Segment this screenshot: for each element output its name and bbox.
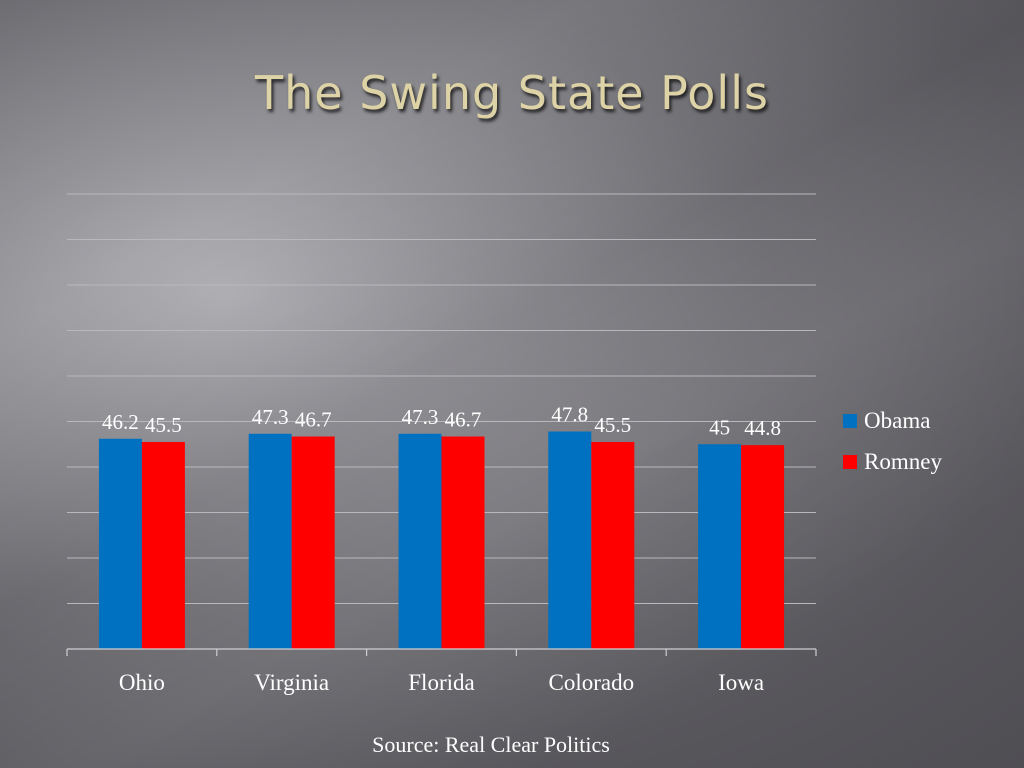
bar-obama-virginia bbox=[248, 433, 292, 649]
x-tick-label: Florida bbox=[408, 670, 474, 695]
data-label: 45 bbox=[709, 415, 730, 439]
slide-title: The Swing State Polls bbox=[255, 66, 769, 120]
data-label: 46.7 bbox=[445, 408, 482, 432]
bar-romney-virginia bbox=[291, 436, 335, 649]
data-label: 45.5 bbox=[594, 413, 631, 437]
legend-label-obama: Obama bbox=[864, 408, 930, 433]
legend-label-romney: Romney bbox=[864, 449, 942, 474]
data-label: 45.5 bbox=[145, 413, 182, 437]
bar-romney-iowa bbox=[741, 445, 785, 649]
bar-romney-colorado bbox=[591, 441, 635, 649]
data-label: 47.3 bbox=[402, 405, 439, 429]
source-note: Source: Real Clear Politics bbox=[372, 732, 610, 757]
data-label: 46.7 bbox=[295, 408, 332, 432]
legend: Obama Romney bbox=[843, 408, 942, 474]
data-label: 47.3 bbox=[252, 405, 289, 429]
bar-romney-ohio bbox=[141, 441, 185, 649]
data-label: 47.8 bbox=[551, 403, 588, 427]
data-label: 46.2 bbox=[102, 410, 139, 434]
bar-obama-colorado bbox=[548, 431, 592, 649]
bar-obama-florida bbox=[398, 433, 442, 649]
x-tick-label: Virginia bbox=[254, 670, 329, 695]
bar-obama-ohio bbox=[98, 438, 142, 649]
x-tick-label: Ohio bbox=[119, 670, 165, 695]
bar-obama-iowa bbox=[698, 444, 742, 649]
x-axis: Ohio Virginia Florida Colorado Iowa bbox=[66, 648, 817, 695]
legend-swatch-romney bbox=[843, 455, 857, 469]
bars bbox=[98, 431, 785, 649]
x-tick-label: Colorado bbox=[548, 670, 634, 695]
data-label: 44.8 bbox=[744, 416, 781, 440]
x-tick-label: Iowa bbox=[718, 670, 764, 695]
legend-swatch-obama bbox=[843, 414, 857, 428]
bar-romney-florida bbox=[441, 436, 485, 649]
data-labels: 46.2 45.5 47.3 46.7 47.3 46.7 47.8 45.5 45 44.8 bbox=[102, 403, 781, 441]
